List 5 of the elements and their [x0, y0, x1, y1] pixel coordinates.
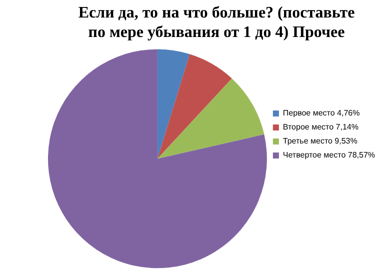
legend-label: Второе место 7,14%: [282, 122, 358, 132]
legend-label: Первое место 4,76%: [282, 108, 360, 118]
legend-label: Четвертое место 78,57%: [282, 150, 376, 160]
legend-label: Третье место 9,53%: [282, 136, 358, 146]
chart-title: Если да, то на что больше? (поставьте по мере убывания от 1 до 4) Прочее: [78, 4, 355, 41]
